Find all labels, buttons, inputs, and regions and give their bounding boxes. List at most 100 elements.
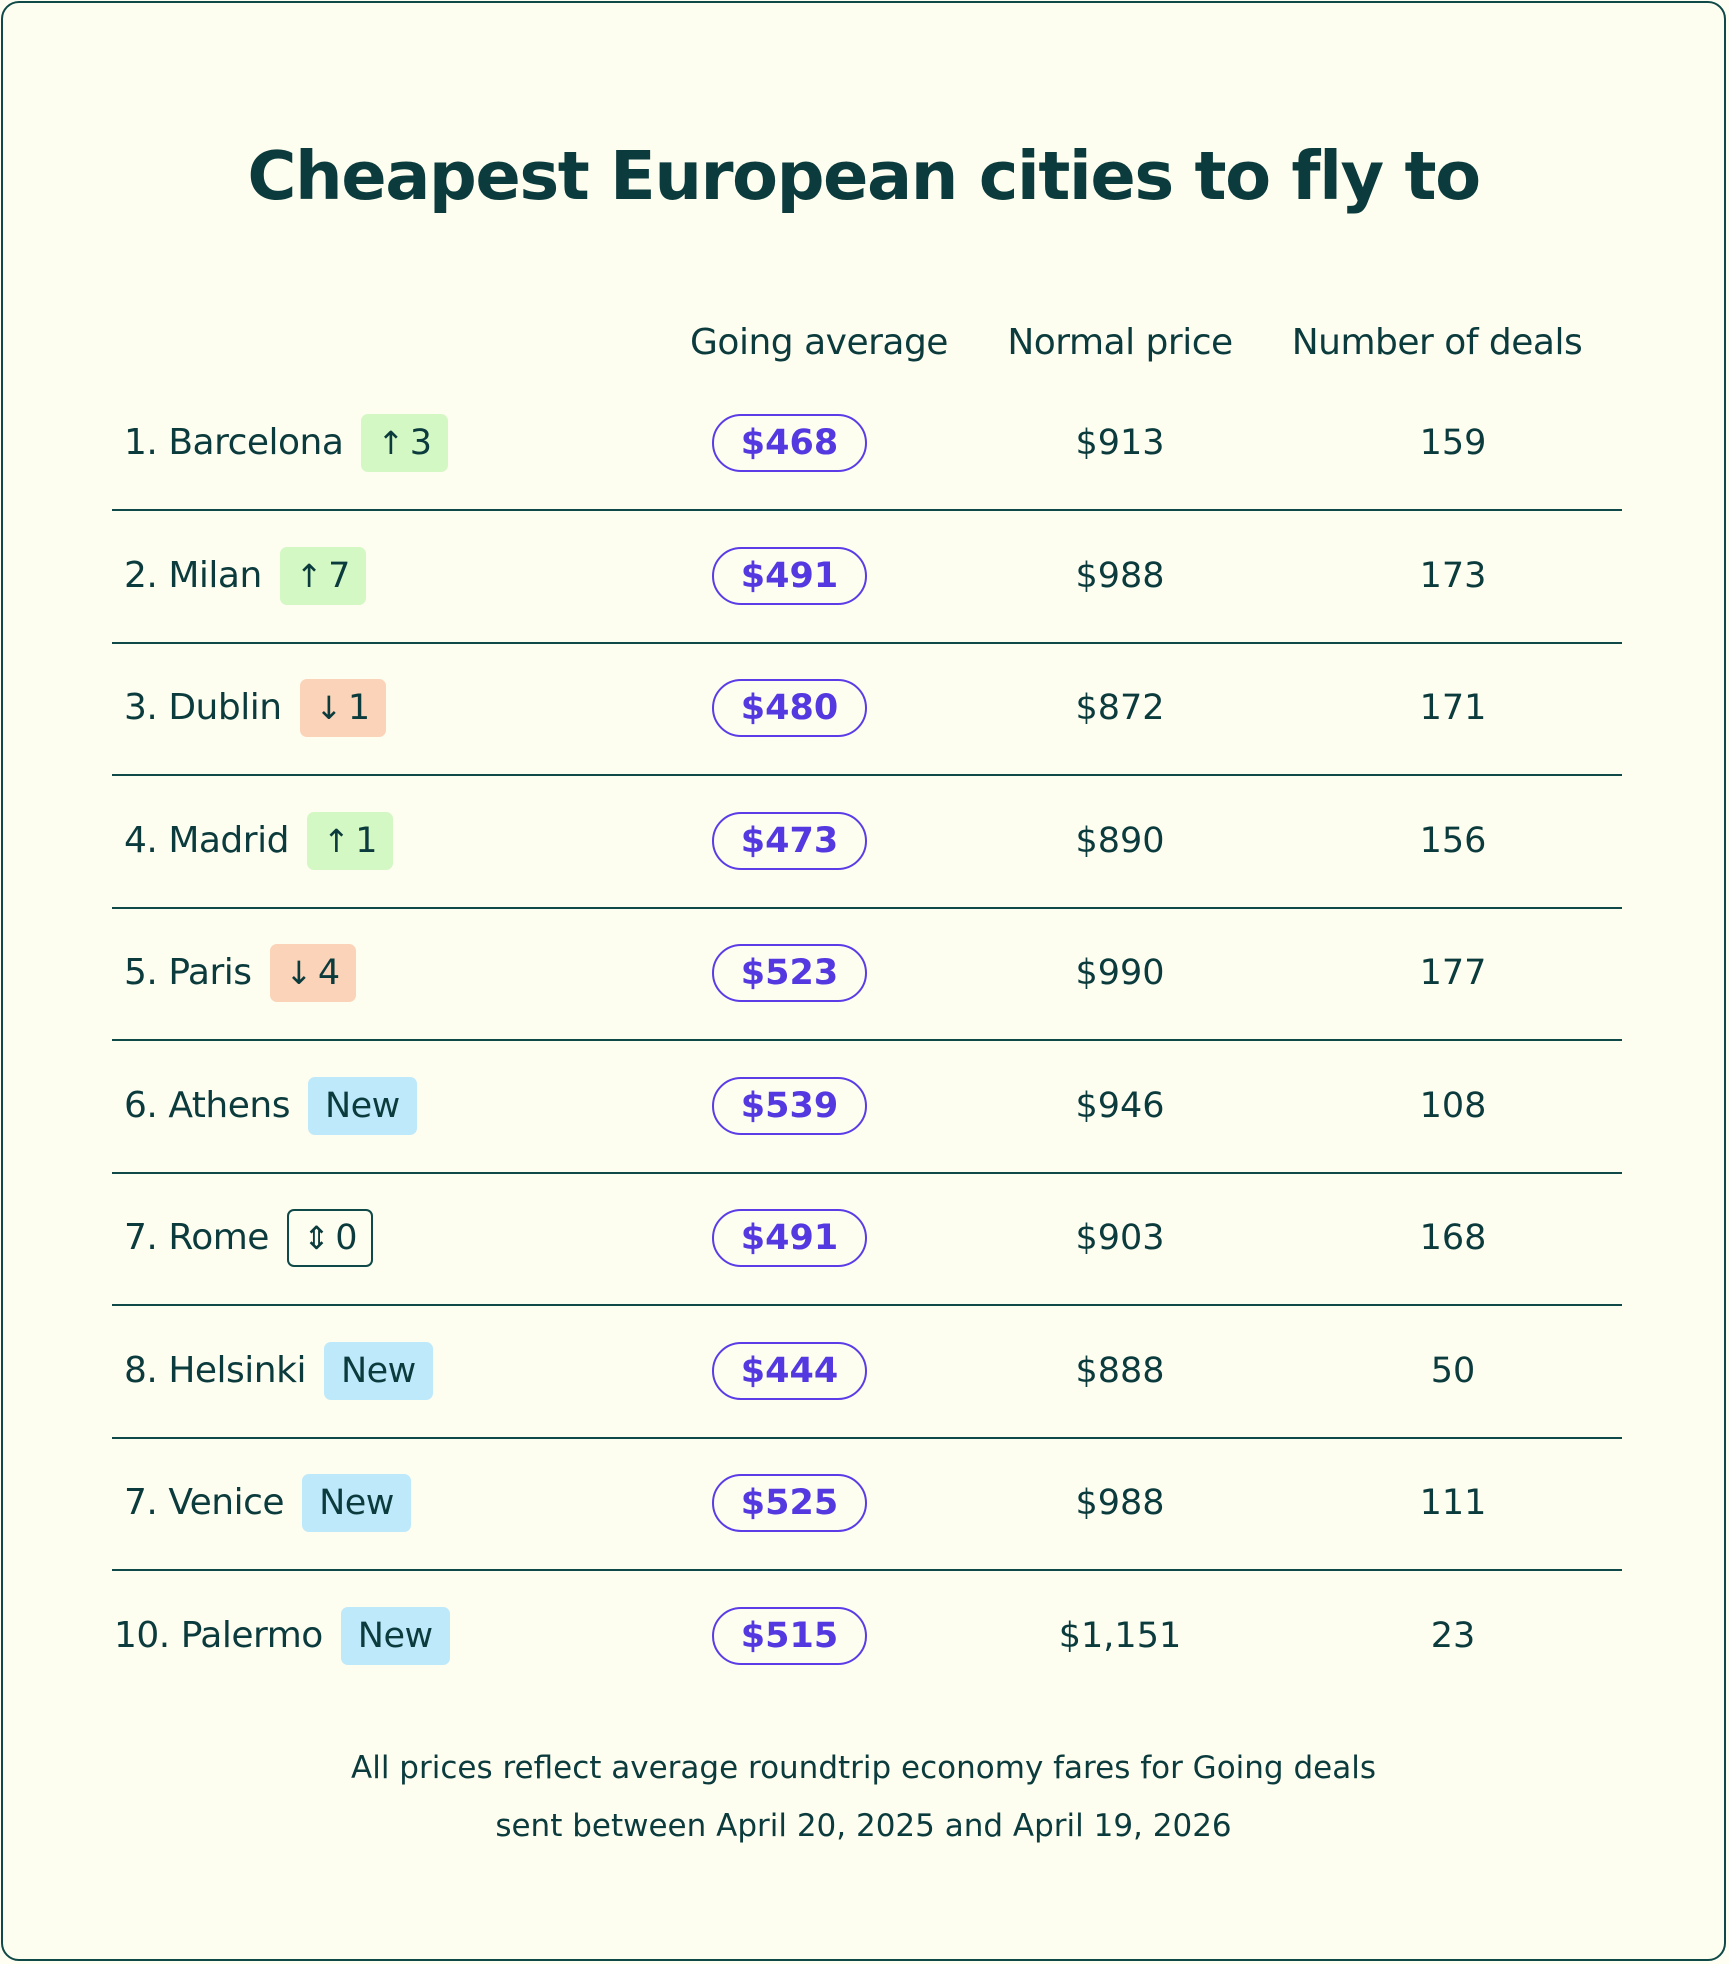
number-of-deals: 108	[1419, 1085, 1487, 1126]
page-title: Cheapest European cities to fly to	[247, 137, 1481, 215]
normal-price: $946	[1075, 1085, 1165, 1126]
city-label: Barcelona	[168, 422, 344, 463]
row-divider	[112, 1171, 1622, 1174]
row-divider	[112, 1436, 1622, 1439]
normal-price: $890	[1075, 820, 1165, 861]
table-row: 1. Barcelona ↑ 3 $468 $913 159	[112, 379, 1622, 511]
city-name: 8. Helsinki	[124, 1341, 306, 1401]
going-average-price: $473	[712, 811, 867, 870]
rank-change-badge: New	[307, 1076, 417, 1135]
city-cell: 4. Madrid ↑ 1	[124, 811, 394, 871]
table-row: 4. Madrid ↑ 1 $473 $890 156	[112, 777, 1622, 909]
city-name: 6. Athens	[124, 1076, 290, 1136]
header-going-average: Going average	[690, 322, 948, 363]
header-number-of-deals: Number of deals	[1291, 322, 1583, 363]
city-name: 4. Madrid	[124, 811, 289, 871]
city-label: Helsinki	[168, 1349, 306, 1391]
rank-number: 4.	[124, 819, 158, 861]
rank-number: 6.	[124, 1084, 158, 1126]
table-row: 7. Venice New $525 $988 111	[112, 1439, 1622, 1571]
going-average-price: $468	[712, 414, 867, 472]
normal-price: $990	[1075, 953, 1165, 993]
city-name: 3. Dublin	[124, 678, 282, 738]
city-name: 5. Paris	[124, 943, 252, 1003]
table-row: 6. Athens New $539 $946 108	[112, 1042, 1622, 1174]
arrow-up-icon: ↑	[295, 556, 323, 595]
badge-text: 1	[347, 688, 370, 728]
arrow-down-icon: ↓	[315, 689, 343, 727]
table-row: 8. Helsinki New $444 $888 50	[112, 1307, 1622, 1439]
city-cell: 7. Venice New	[124, 1473, 411, 1533]
arrow-down-icon: ↓	[285, 954, 313, 992]
number-of-deals: 50	[1430, 1350, 1476, 1391]
table-row: 5. Paris ↓ 4 $523 $990 177	[112, 909, 1622, 1041]
city-label: Palermo	[180, 1614, 324, 1656]
number-of-deals: 177	[1419, 953, 1487, 993]
city-name: 7. Venice	[124, 1473, 285, 1533]
rank-change-badge: ↑ 3	[361, 414, 448, 472]
going-average-price: $525	[712, 1474, 867, 1532]
row-divider	[112, 509, 1622, 511]
city-cell: 10. Palermo New	[114, 1606, 450, 1666]
city-label: Paris	[168, 952, 252, 993]
footnote-line-2: sent between April 20, 2025 and April 19…	[495, 1808, 1232, 1844]
badge-text: 3	[409, 423, 432, 463]
city-label: Venice	[168, 1482, 285, 1523]
rank-number: 8.	[124, 1349, 158, 1391]
rank-change-badge: ⇕ 0	[286, 1209, 374, 1267]
normal-price: $1,151	[1058, 1615, 1182, 1656]
number-of-deals: 168	[1419, 1218, 1487, 1258]
row-divider	[112, 1304, 1622, 1306]
table-row: 3. Dublin ↓ 1 $480 $872 171	[112, 644, 1622, 776]
number-of-deals: 159	[1419, 423, 1487, 463]
rank-change-badge: New	[340, 1606, 450, 1665]
table-row: 10. Palermo New $515 $1,151 23	[112, 1572, 1622, 1704]
going-average-price: $491	[712, 1209, 867, 1267]
footnote: All prices reflect average roundtrip eco…	[3, 1739, 1724, 1855]
rank-number: 2.	[124, 554, 158, 596]
city-label: Dublin	[168, 687, 282, 728]
badge-text: 0	[335, 1218, 358, 1258]
city-label: Madrid	[168, 819, 289, 861]
city-cell: 5. Paris ↓ 4	[124, 943, 356, 1003]
number-of-deals: 173	[1419, 555, 1487, 596]
rank-number: 1.	[124, 422, 158, 463]
city-label: Milan	[168, 554, 262, 596]
badge-text: 1	[355, 820, 378, 861]
number-of-deals: 171	[1419, 688, 1487, 728]
rank-change-badge: ↑ 7	[279, 546, 366, 605]
badge-text: 4	[317, 953, 340, 993]
number-of-deals: 111	[1419, 1483, 1487, 1523]
table-row: 2. Milan ↑ 7 $491 $988 173	[112, 512, 1622, 644]
city-name: 2. Milan	[124, 546, 262, 606]
normal-price: $872	[1075, 688, 1165, 728]
city-cell: 8. Helsinki New	[124, 1341, 433, 1401]
city-name: 1. Barcelona	[124, 413, 344, 473]
badge-text: New	[357, 1615, 433, 1656]
rank-number: 7.	[124, 1482, 158, 1523]
city-cell: 6. Athens New	[124, 1076, 417, 1136]
normal-price: $888	[1075, 1350, 1165, 1391]
badge-text: New	[340, 1350, 416, 1391]
going-average-price: $491	[712, 546, 867, 605]
normal-price: $913	[1075, 423, 1165, 463]
city-cell: 7. Rome ⇕ 0	[124, 1208, 374, 1268]
normal-price: $988	[1075, 555, 1165, 596]
row-divider	[112, 641, 1622, 644]
city-name: 10. Palermo	[114, 1606, 323, 1666]
city-name: 7. Rome	[124, 1208, 269, 1268]
going-average-price: $539	[712, 1076, 867, 1135]
row-divider	[112, 906, 1622, 909]
row-divider	[112, 1569, 1622, 1571]
badge-text: New	[324, 1085, 400, 1126]
going-average-price: $523	[712, 944, 867, 1002]
rank-change-badge: ↓ 1	[299, 679, 386, 737]
row-divider	[112, 774, 1622, 776]
table-row: 7. Rome ⇕ 0 $491 $903 168	[112, 1174, 1622, 1306]
badge-text: New	[319, 1483, 394, 1523]
badge-text: 7	[328, 555, 350, 596]
arrow-up-down-icon: ⇕	[302, 1219, 330, 1257]
normal-price: $903	[1075, 1218, 1165, 1258]
city-label: Rome	[168, 1217, 269, 1258]
